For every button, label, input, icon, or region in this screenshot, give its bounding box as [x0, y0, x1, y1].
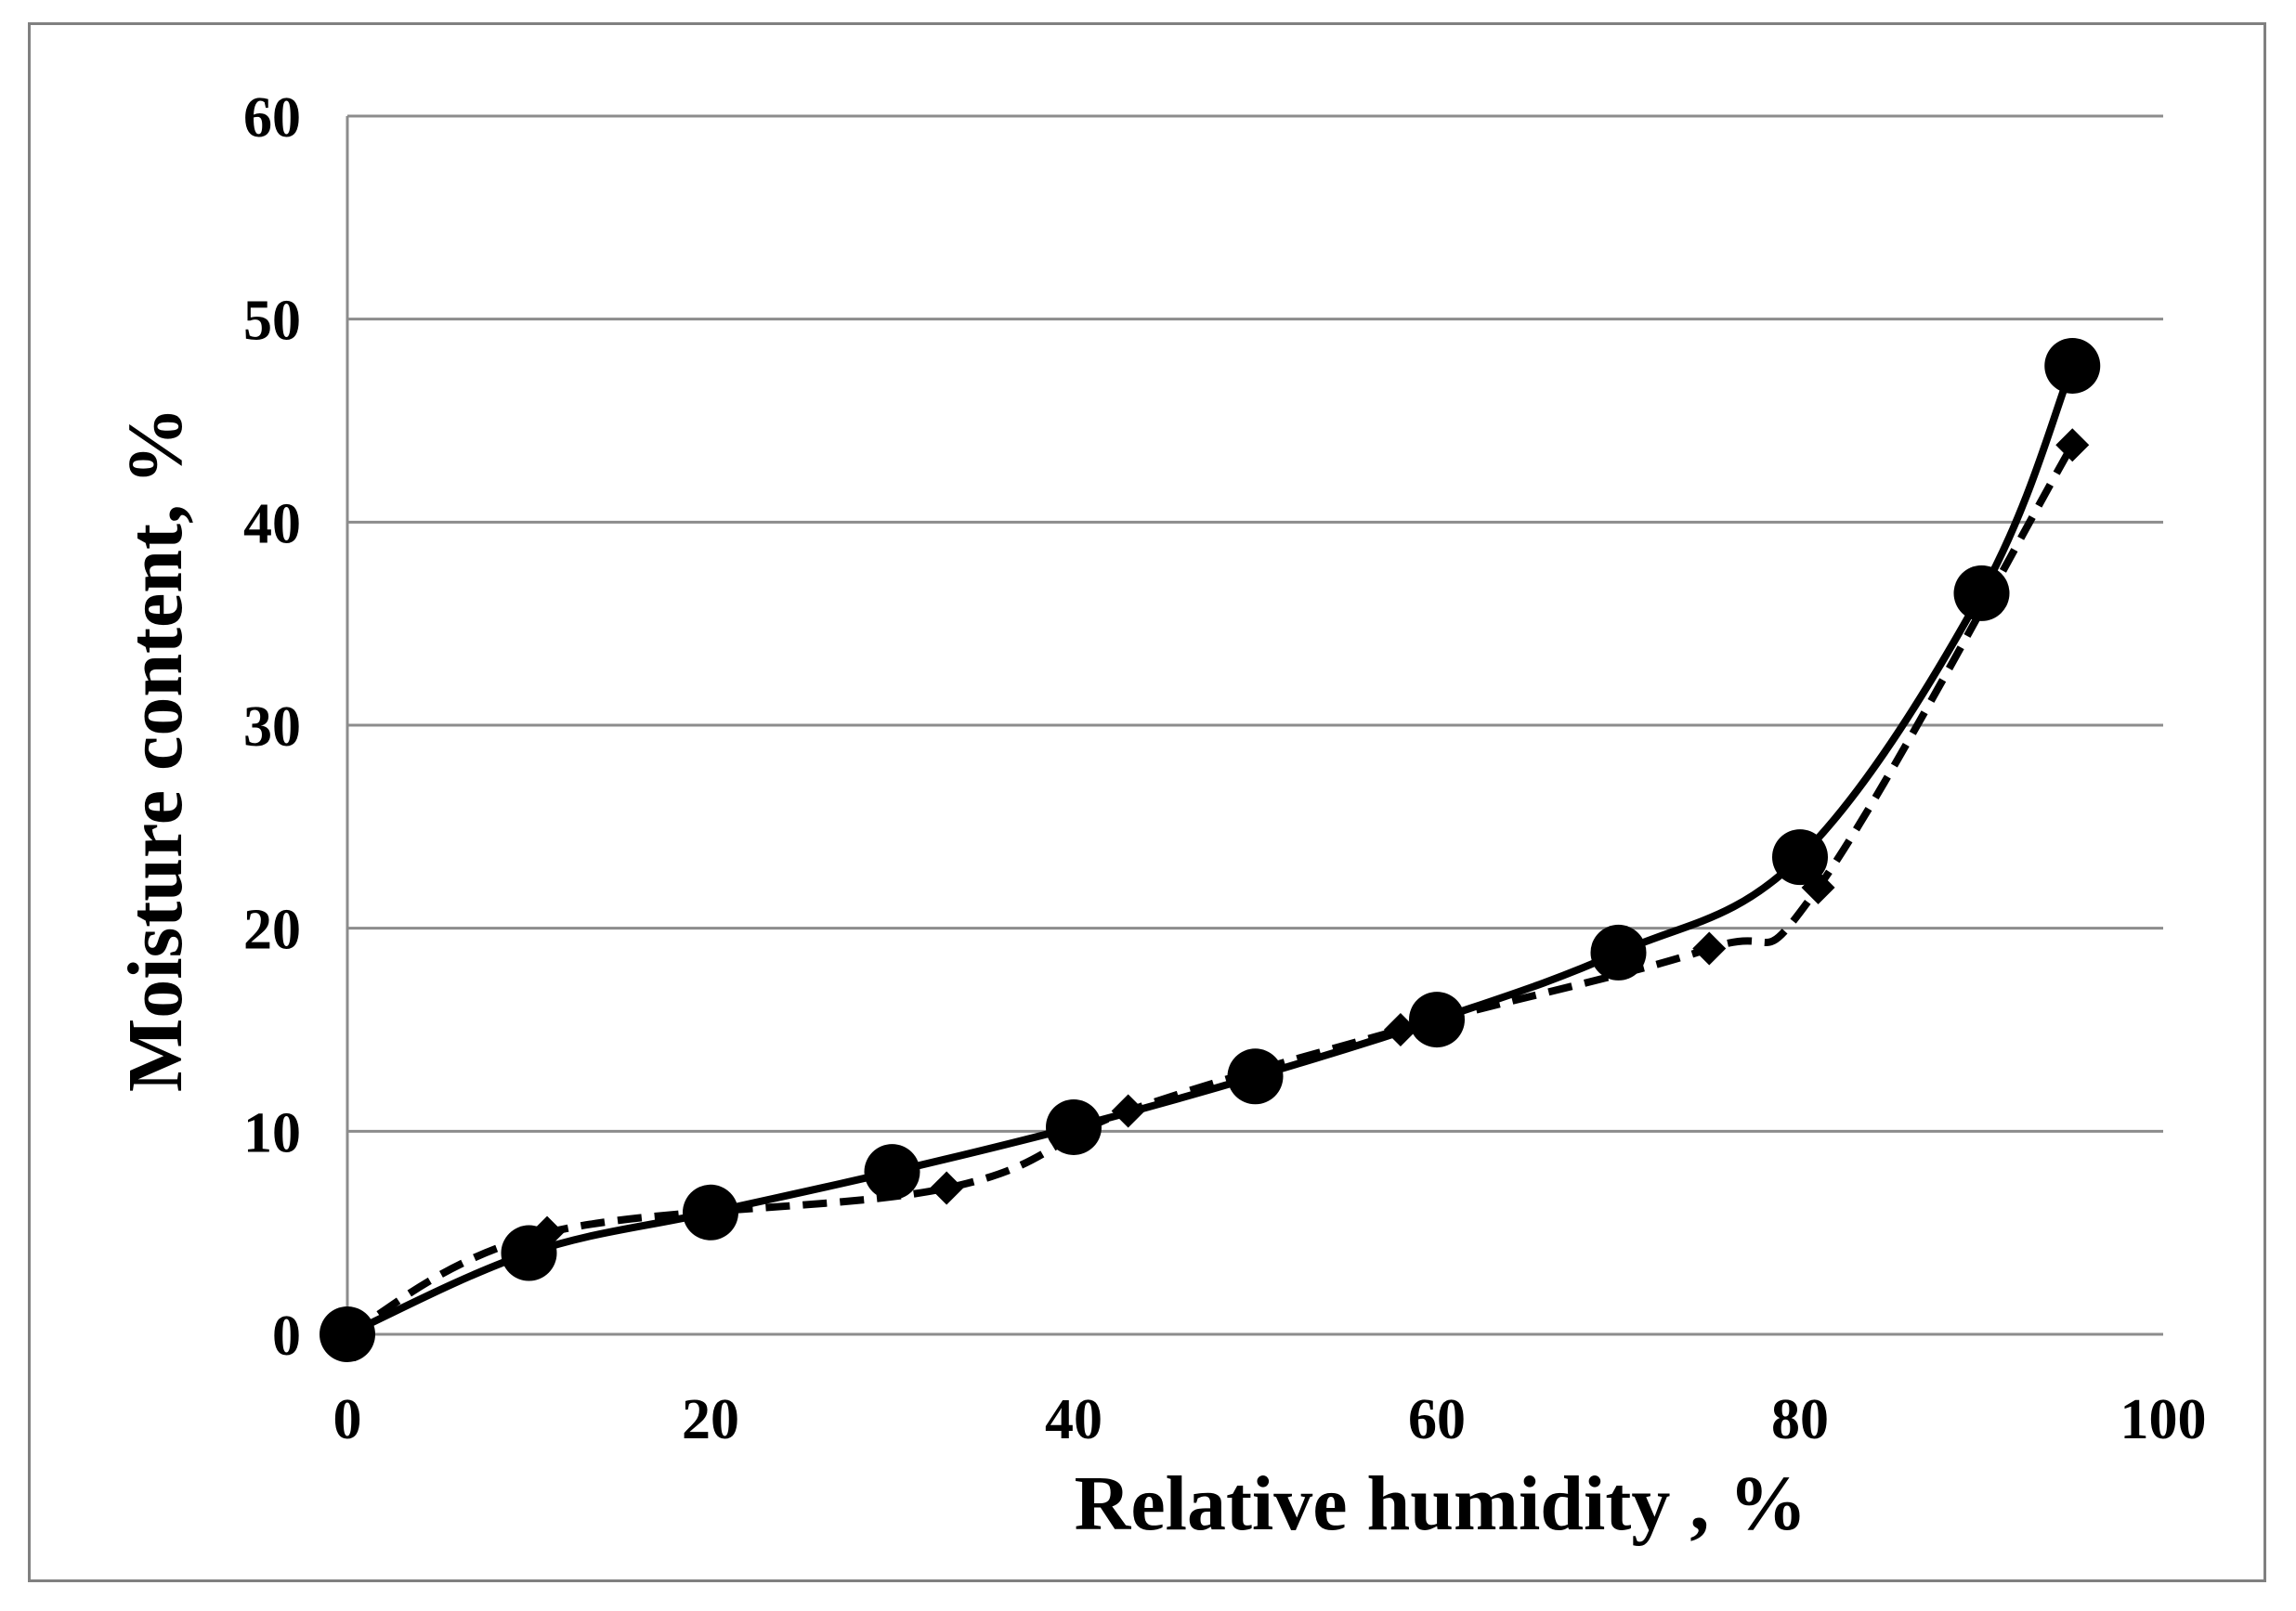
x-tick-label: 20: [682, 1388, 739, 1451]
series-1-point: [2044, 337, 2101, 394]
y-tick-label: 60: [243, 86, 301, 149]
x-axis-title: Relative humidity , %: [1075, 1461, 1807, 1547]
y-tick-label: 30: [243, 695, 301, 759]
chart-svg: 0 10 20 30 40 50 60 0 20 40 60 80 100 Relative humid…: [112, 86, 2207, 1547]
gridlines: [347, 114, 2163, 1133]
series-1-point: [1590, 924, 1647, 981]
tick-labels: 0 10 20 30 40 50 60 0 20 40 60 80 100: [243, 86, 2207, 1451]
series-2-point: [1111, 1094, 1145, 1128]
series-2-point: [930, 1171, 964, 1205]
series-2-point: [1383, 1013, 1417, 1046]
y-axis-title: Moisture content, %: [112, 407, 199, 1092]
series-1-point: [1046, 1098, 1102, 1155]
series-1-point: [864, 1144, 920, 1201]
x-tick-label: 40: [1045, 1388, 1102, 1451]
series-2-point: [2055, 428, 2090, 462]
series-2-line: [346, 443, 2076, 1338]
series-1-point: [683, 1184, 738, 1241]
series-1-point: [1772, 829, 1828, 886]
chart-frame: 0 10 20 30 40 50 60 0 20 40 60 80 100 Relative humid…: [28, 22, 2266, 1582]
series-1-point: [1409, 992, 1465, 1048]
series-1-line: [346, 364, 2076, 1338]
x-tick-label: 80: [1771, 1388, 1829, 1451]
y-tick-label: 40: [243, 492, 301, 555]
y-tick-label: 20: [243, 899, 301, 962]
series-1-point: [320, 1306, 375, 1362]
series-2-point: [1692, 931, 1727, 966]
series-1-point: [1227, 1048, 1284, 1105]
x-tick-label: 0: [333, 1388, 362, 1451]
y-tick-label: 50: [243, 290, 301, 353]
series-markers: [320, 337, 2101, 1362]
x-tick-label: 100: [2120, 1388, 2207, 1451]
series-2-point: [1801, 870, 1835, 904]
series-1-point: [1953, 565, 2010, 621]
x-tick-label: 60: [1408, 1388, 1466, 1451]
y-tick-label: 10: [243, 1101, 301, 1164]
series-lines: [346, 364, 2076, 1338]
series-2-point: [530, 1215, 565, 1250]
axes: [346, 116, 2163, 1336]
y-tick-label: 0: [272, 1305, 301, 1368]
